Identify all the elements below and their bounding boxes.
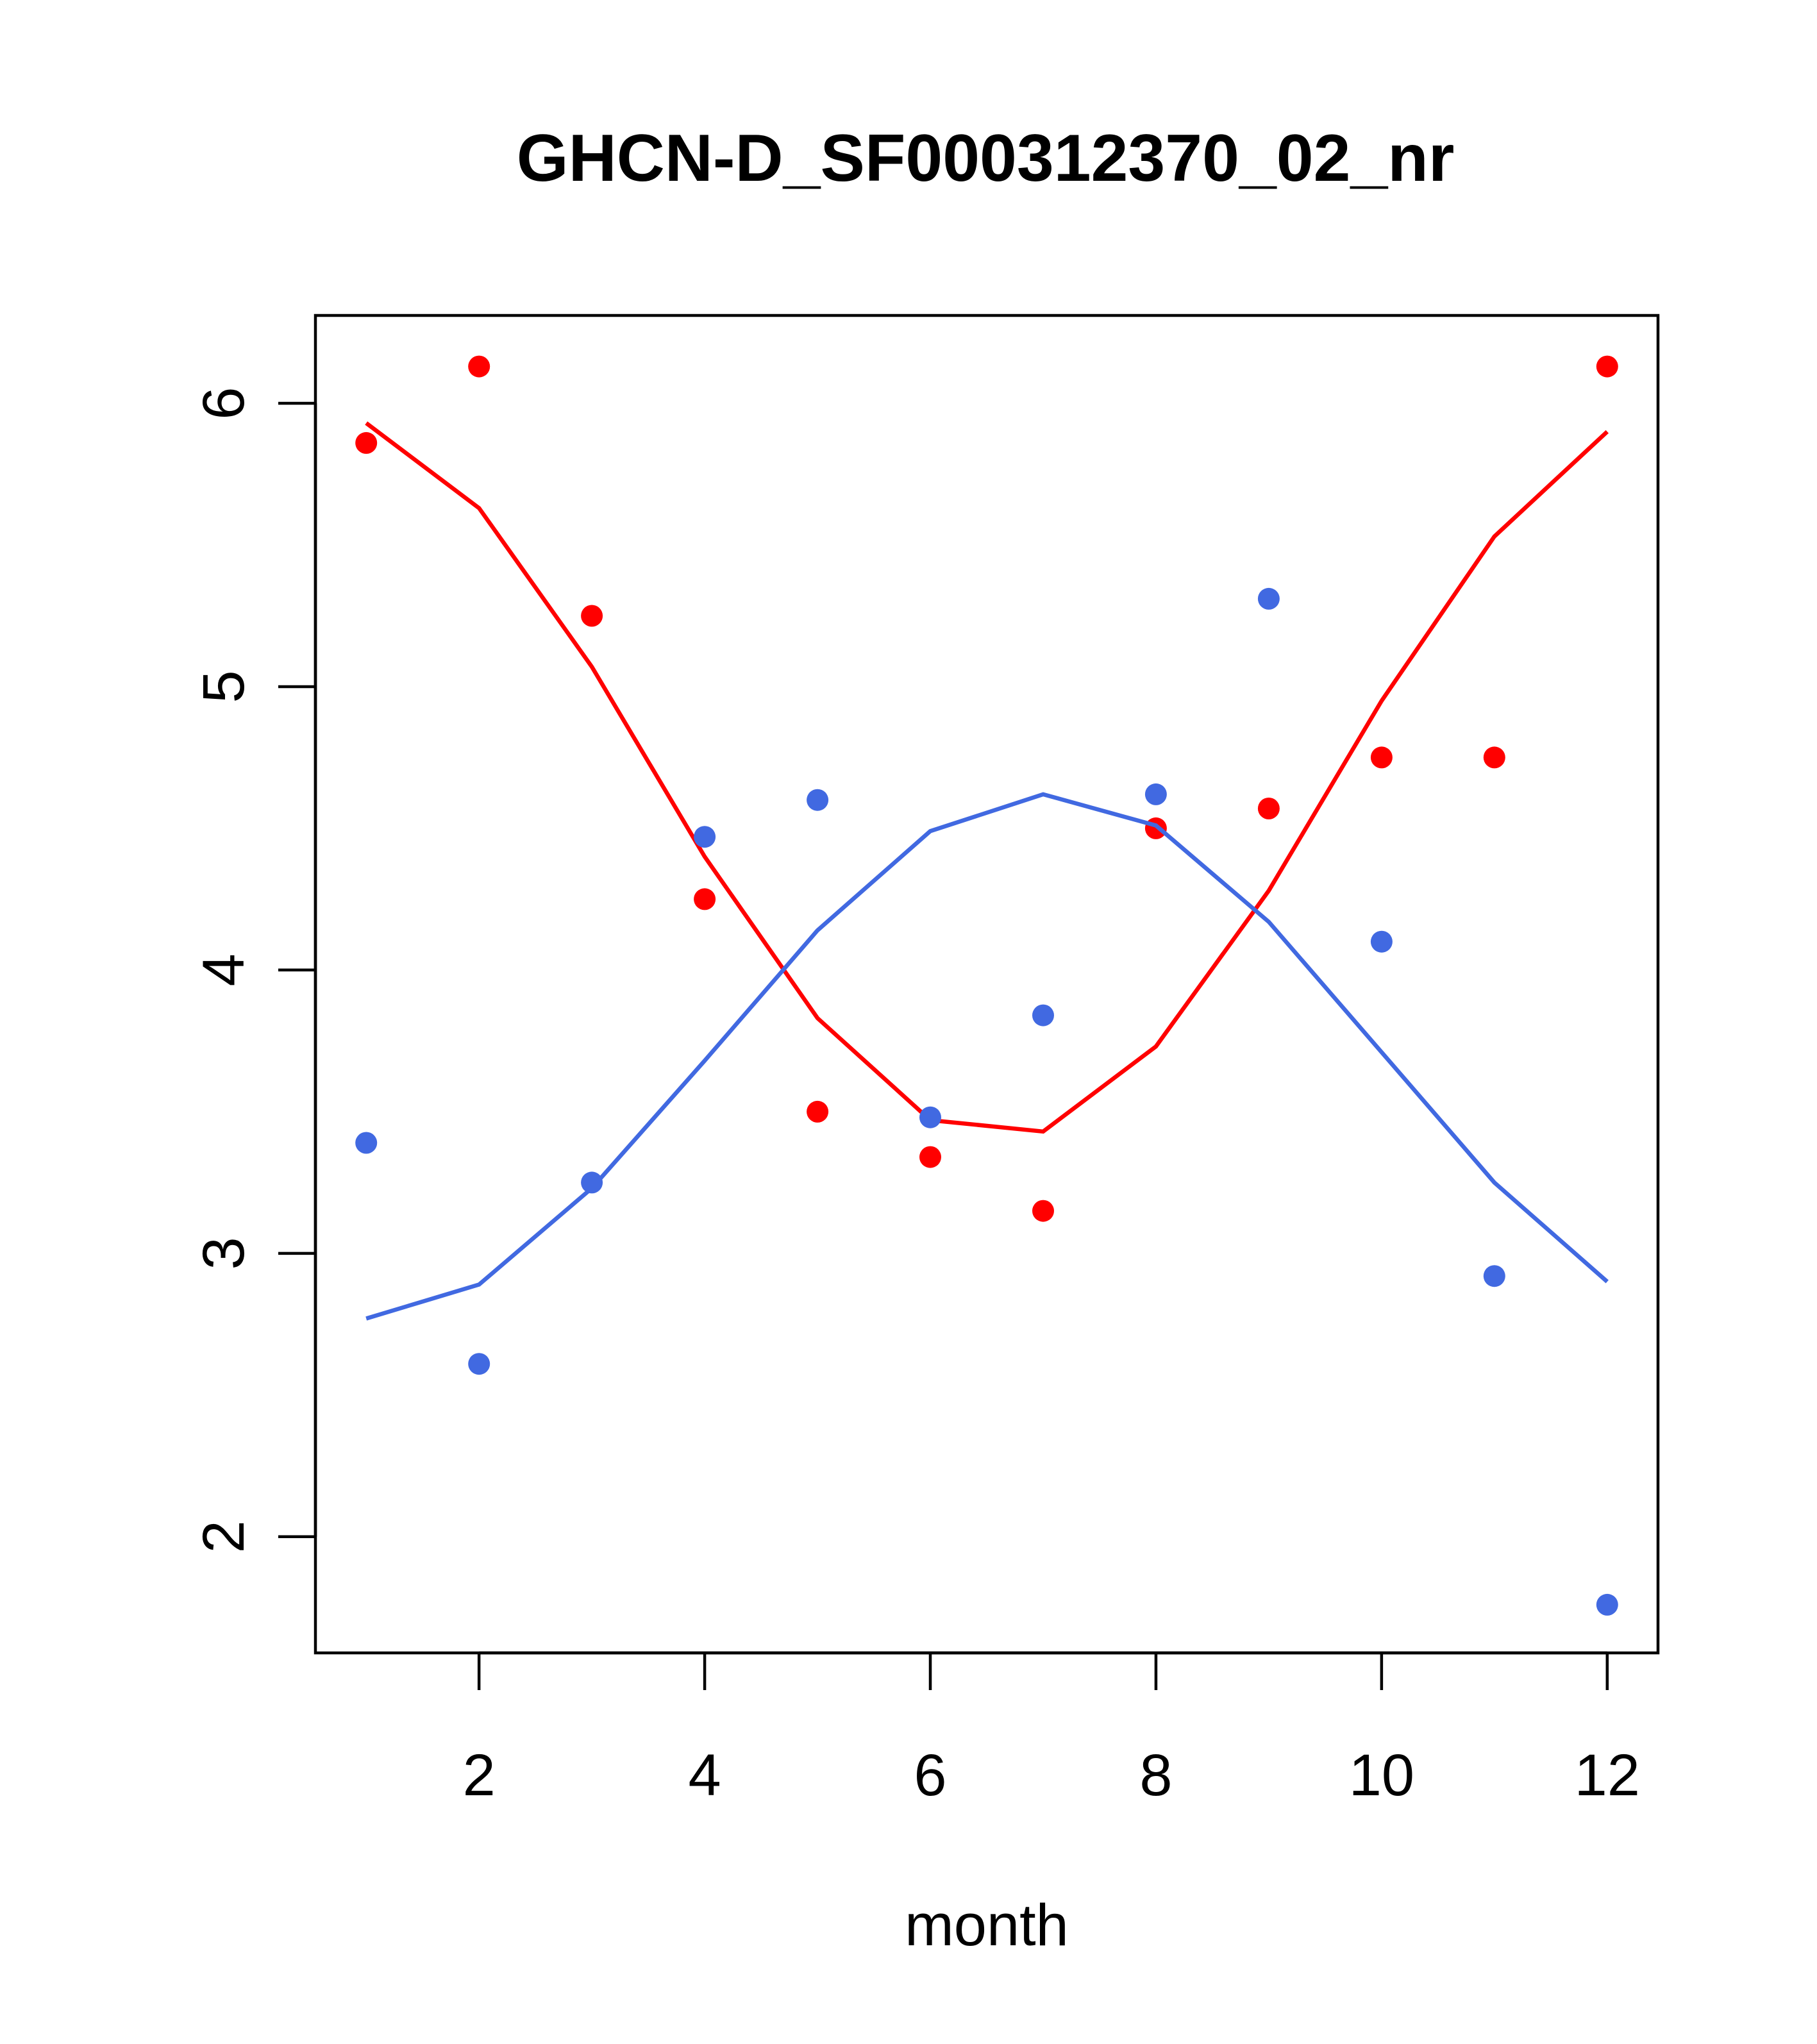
series-2-point bbox=[1144, 783, 1167, 805]
series-2-point bbox=[919, 1106, 941, 1128]
series-1-point bbox=[355, 431, 378, 454]
y-tick-label: 5 bbox=[191, 670, 256, 703]
series-1-point bbox=[581, 605, 603, 627]
x-tick-label: 2 bbox=[463, 1743, 496, 1808]
y-axis: 2 3 4 5 6 bbox=[191, 387, 317, 1553]
chart-title: GHCN-D_SF000312370_02_nr bbox=[517, 121, 1455, 196]
series-2-point bbox=[807, 789, 829, 811]
x-tick-label: 10 bbox=[1349, 1743, 1414, 1808]
series-1-point bbox=[919, 1146, 941, 1168]
series-2-point bbox=[581, 1171, 603, 1194]
series-1-point bbox=[807, 1100, 829, 1123]
y-tick-label: 6 bbox=[191, 387, 256, 419]
x-tick-label: 8 bbox=[1139, 1743, 1172, 1808]
plot-area bbox=[314, 314, 1660, 1655]
series-1-point bbox=[1257, 798, 1280, 819]
series-2-point bbox=[355, 1132, 378, 1154]
x-axis-label: month bbox=[905, 1893, 1069, 1958]
x-tick-label: 12 bbox=[1575, 1743, 1640, 1808]
x-tick-label: 4 bbox=[688, 1743, 721, 1808]
series-1-point bbox=[1032, 1200, 1054, 1222]
series-2-point bbox=[694, 826, 716, 848]
series-2 bbox=[355, 587, 1618, 1616]
series-1-fit-line bbox=[365, 421, 1609, 1134]
series-layer bbox=[355, 355, 1618, 1616]
series-2-point bbox=[1257, 587, 1280, 610]
y-tick-label: 3 bbox=[191, 1237, 256, 1269]
series-1-point bbox=[1483, 746, 1505, 769]
x-tick-label: 6 bbox=[914, 1743, 946, 1808]
series-2-point bbox=[468, 1353, 490, 1375]
series-2-point bbox=[1032, 1004, 1054, 1026]
series-2-point bbox=[1370, 930, 1393, 953]
y-tick-label: 2 bbox=[191, 1520, 256, 1553]
series-1 bbox=[355, 355, 1618, 1222]
y-tick-label: 4 bbox=[191, 953, 256, 986]
series-2-point bbox=[1483, 1265, 1505, 1287]
series-1-point bbox=[1370, 746, 1393, 769]
series-1-point bbox=[1596, 355, 1618, 378]
series-1-point bbox=[468, 355, 490, 378]
series-2-fit-line bbox=[365, 792, 1609, 1321]
series-2-point bbox=[1596, 1593, 1618, 1616]
series-1-point bbox=[694, 888, 716, 910]
x-axis: 2 4 6 8 10 12 bbox=[463, 1651, 1640, 1808]
series-1-point bbox=[1144, 817, 1167, 839]
